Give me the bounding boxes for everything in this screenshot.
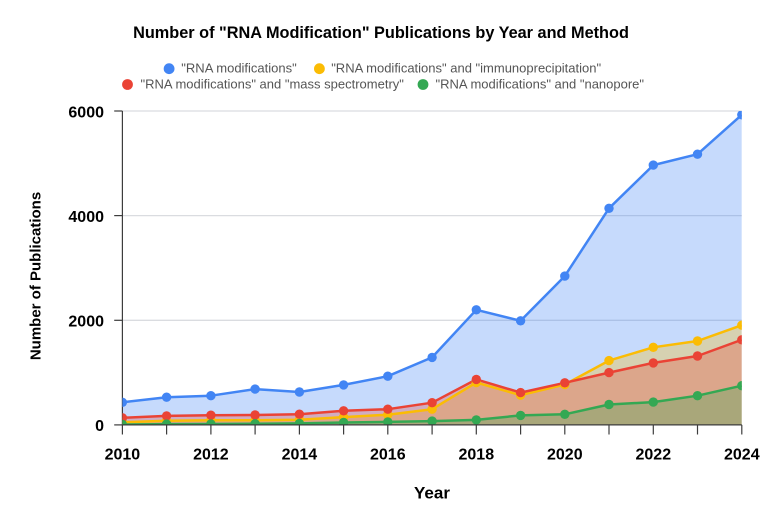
svg-text:2018: 2018 [459, 447, 495, 464]
svg-text:"RNA modifications" and "mass: "RNA modifications" and "mass spectromet… [141, 77, 405, 92]
svg-text:"RNA modifications" and "immun: "RNA modifications" and "immunoprecipita… [331, 61, 601, 76]
svg-text:"RNA modifications": "RNA modifications" [181, 61, 297, 76]
svg-text:2022: 2022 [636, 447, 672, 464]
svg-text:6000: 6000 [68, 104, 104, 121]
svg-text:Number of Publications: Number of Publications [28, 192, 45, 360]
svg-text:2016: 2016 [370, 447, 406, 464]
svg-text:0: 0 [95, 418, 104, 435]
svg-text:2014: 2014 [282, 447, 318, 464]
svg-text:2010: 2010 [105, 447, 141, 464]
svg-text:"RNA modifications" and "nanop: "RNA modifications" and "nanopore" [436, 77, 645, 92]
svg-text:2000: 2000 [68, 314, 104, 331]
svg-text:2020: 2020 [547, 447, 583, 464]
svg-text:Number of "RNA Modification" P: Number of "RNA Modification" Publication… [133, 24, 629, 42]
svg-text:Year: Year [414, 484, 450, 503]
svg-text:4000: 4000 [68, 209, 104, 226]
svg-text:2024: 2024 [724, 447, 760, 464]
svg-text:2012: 2012 [193, 447, 229, 464]
